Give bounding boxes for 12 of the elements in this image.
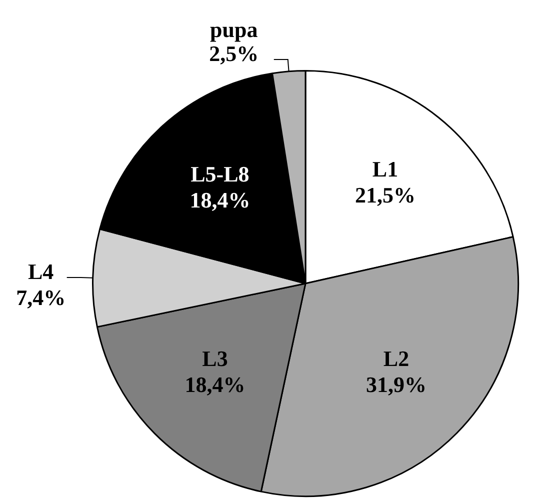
data-label: 31,9% [366, 372, 427, 397]
slice-label: L4 [28, 259, 54, 284]
slice-label: L1 [372, 156, 398, 182]
data-label: 2,5% [209, 41, 259, 66]
data-label: 18,4% [184, 372, 246, 398]
slice-label: L5-L8 [190, 161, 250, 186]
data-label: 7,4% [16, 285, 66, 310]
slice-label: L3 [202, 346, 228, 372]
data-label: 21,5% [354, 182, 416, 208]
slice-label: pupa [210, 17, 258, 42]
slice-label: L2 [383, 346, 410, 371]
data-label: 18,4% [190, 187, 250, 212]
